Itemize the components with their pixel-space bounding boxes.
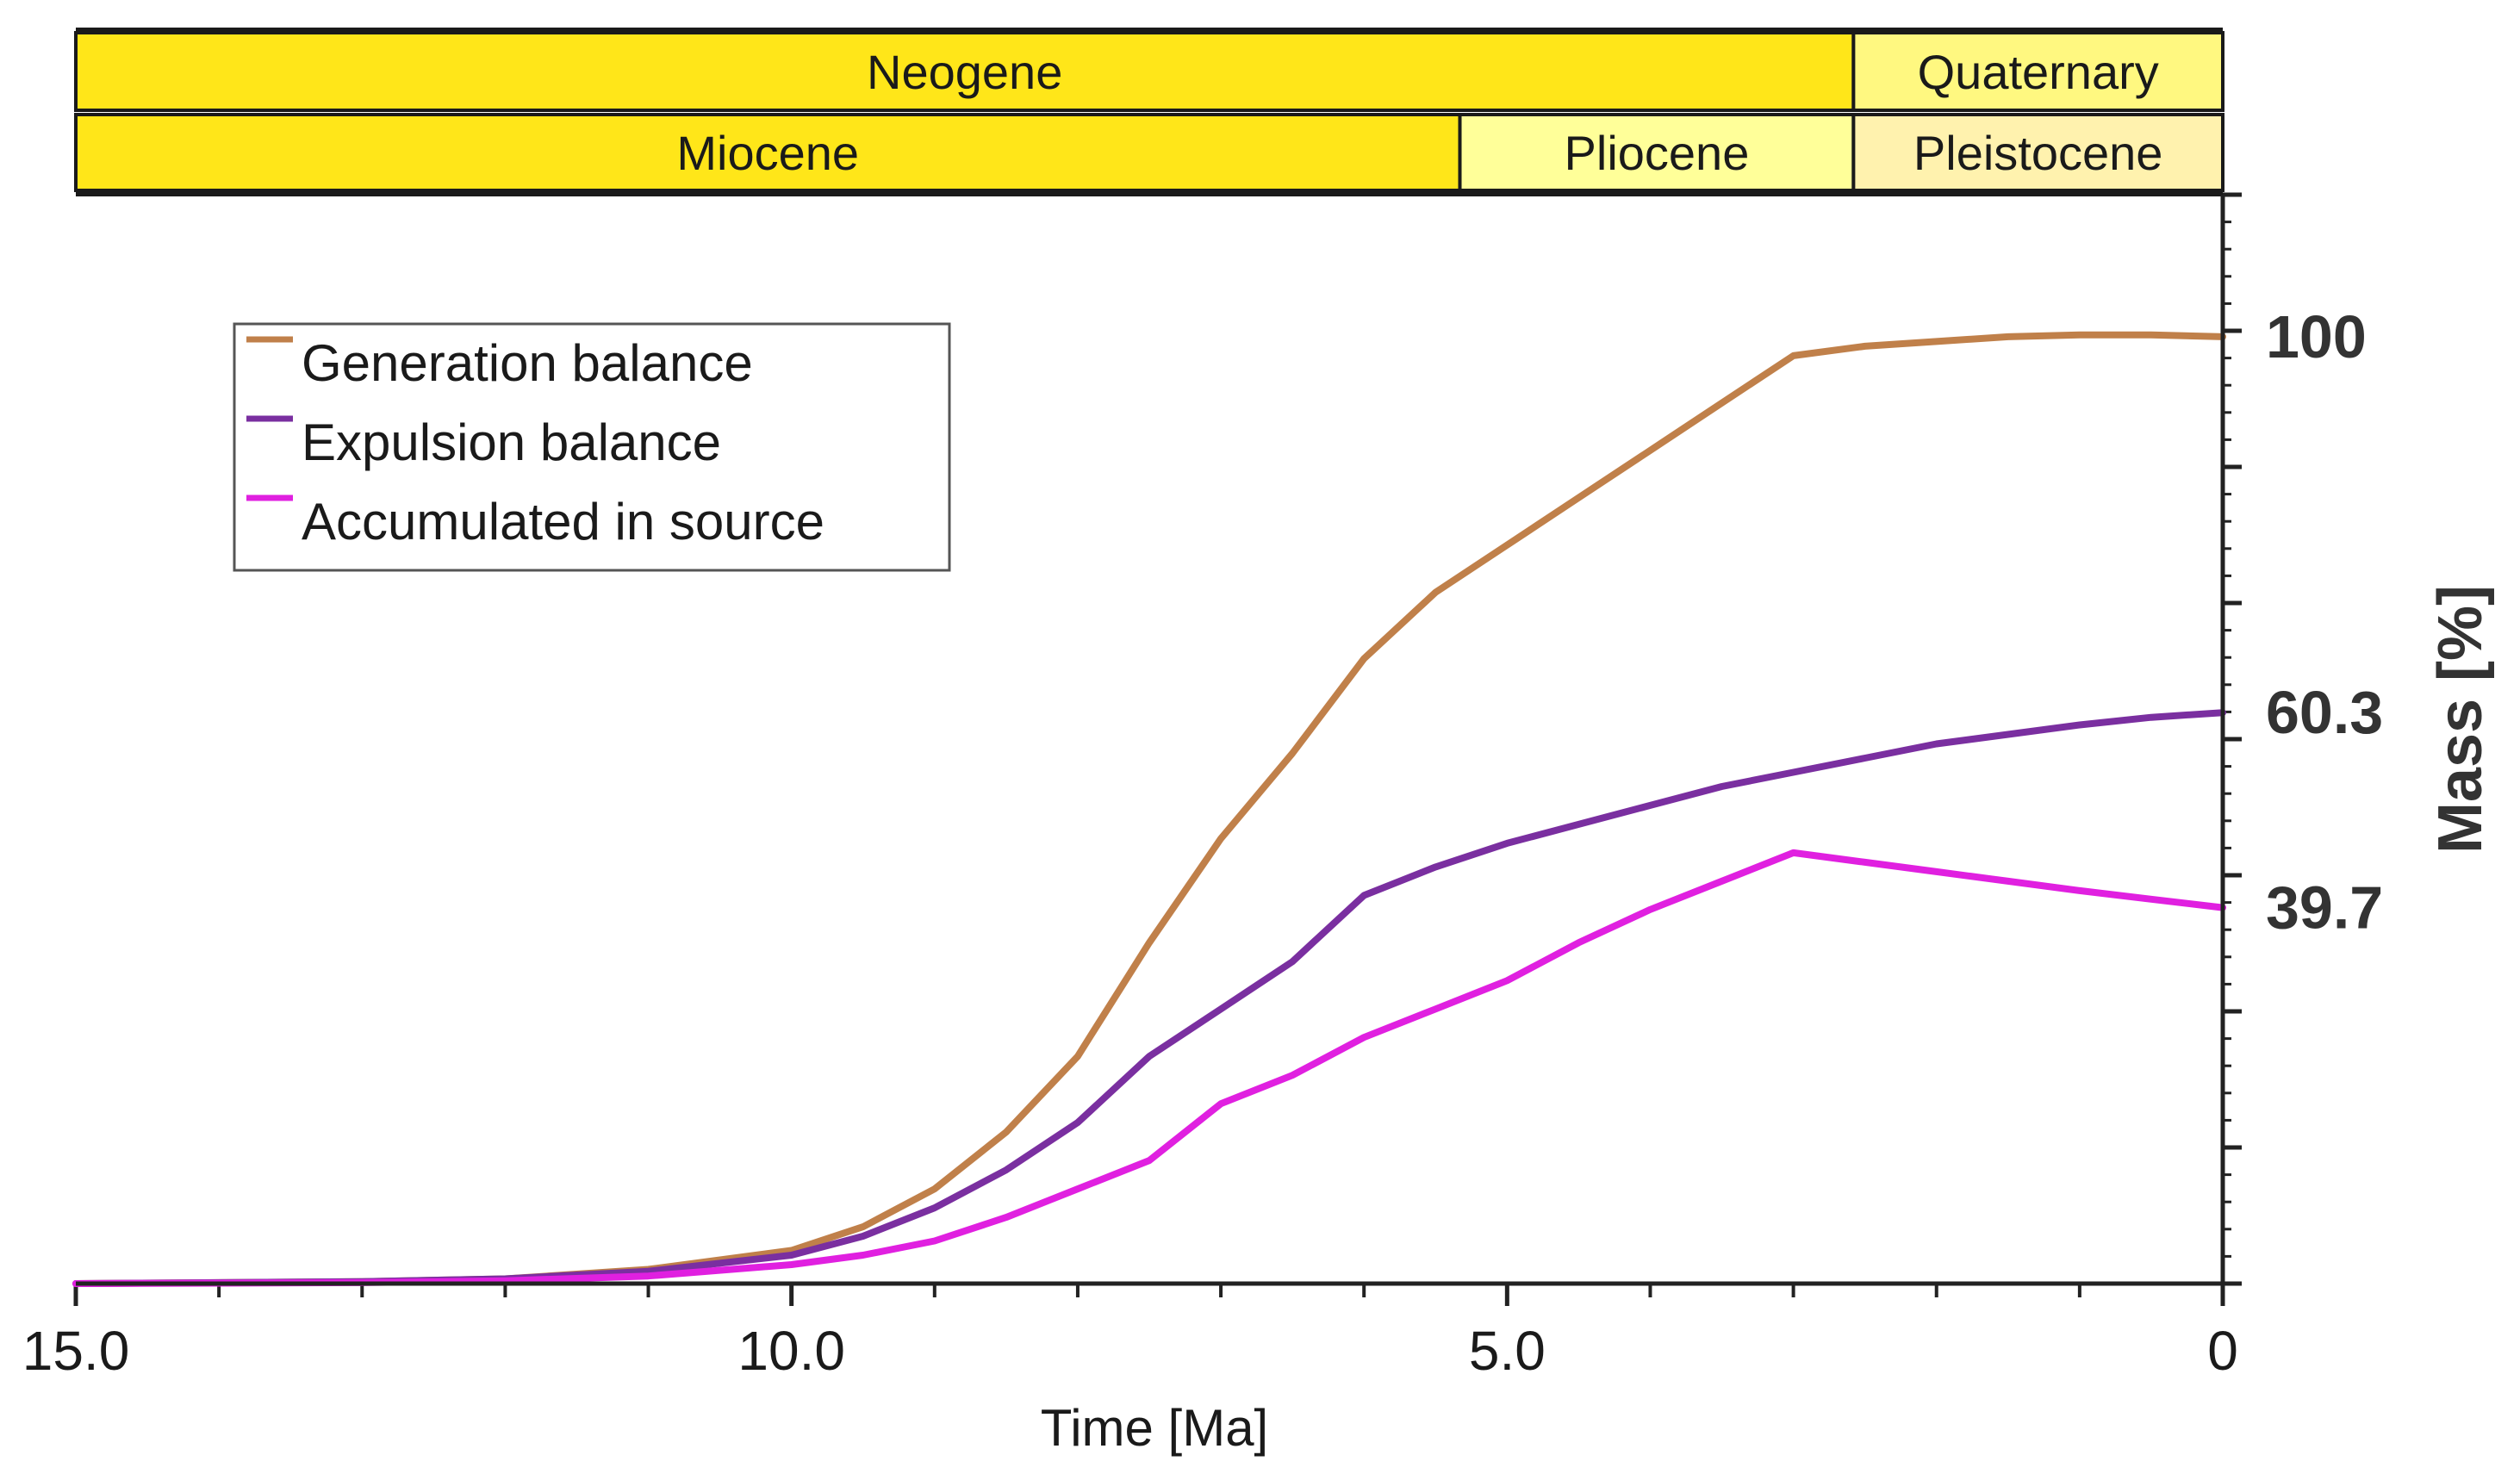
y-axis-label: Mass [%] [2426,585,2495,854]
x-axis-label: Time [Ma] [1041,1399,1268,1457]
series-line-accumulated-in-source [72,849,2226,1287]
axis-ticks [73,192,2242,1306]
series-line-expulsion-balance [72,709,2226,1287]
period-label-quaternary: Quaternary [1918,45,2159,99]
legend-entry: Expulsion balance [302,414,721,471]
x-tick-label: 0 [2207,1320,2238,1382]
timescale-bands: Neogene Quaternary Miocene Pliocene Pleistoc… [74,28,2224,196]
period-band-quaternary [1851,31,2224,112]
x-tick-label: 10.0 [737,1320,845,1382]
legend-entry: Accumulated in source [302,493,824,550]
legend: Generation balance Expulsion balance Accum… [233,322,951,572]
epoch-label-pliocene: Pliocene [1565,126,1750,180]
y-value-labels: 100 60.3 39.7 [2266,303,2383,942]
series-line-generation-balance [72,331,2226,1287]
x-tick-label: 5.0 [1469,1320,1546,1382]
legend-box [233,322,951,572]
period-band-neogene [74,31,1856,112]
legend-entry: Generation balance [302,334,753,392]
period-label-neogene: Neogene [867,45,1062,99]
y-value-label: 60.3 [2266,679,2383,746]
series-lines [72,331,2226,1287]
x-tick-labels: 15.0 10.0 5.0 0 [22,1320,2238,1382]
y-value-label: 39.7 [2266,874,2383,942]
epoch-label-pleistocene: Pleistocene [1913,126,2163,180]
x-tick-label: 15.0 [22,1320,130,1382]
epoch-label-miocene: Miocene [676,126,859,180]
y-value-label: 100 [2266,303,2367,370]
